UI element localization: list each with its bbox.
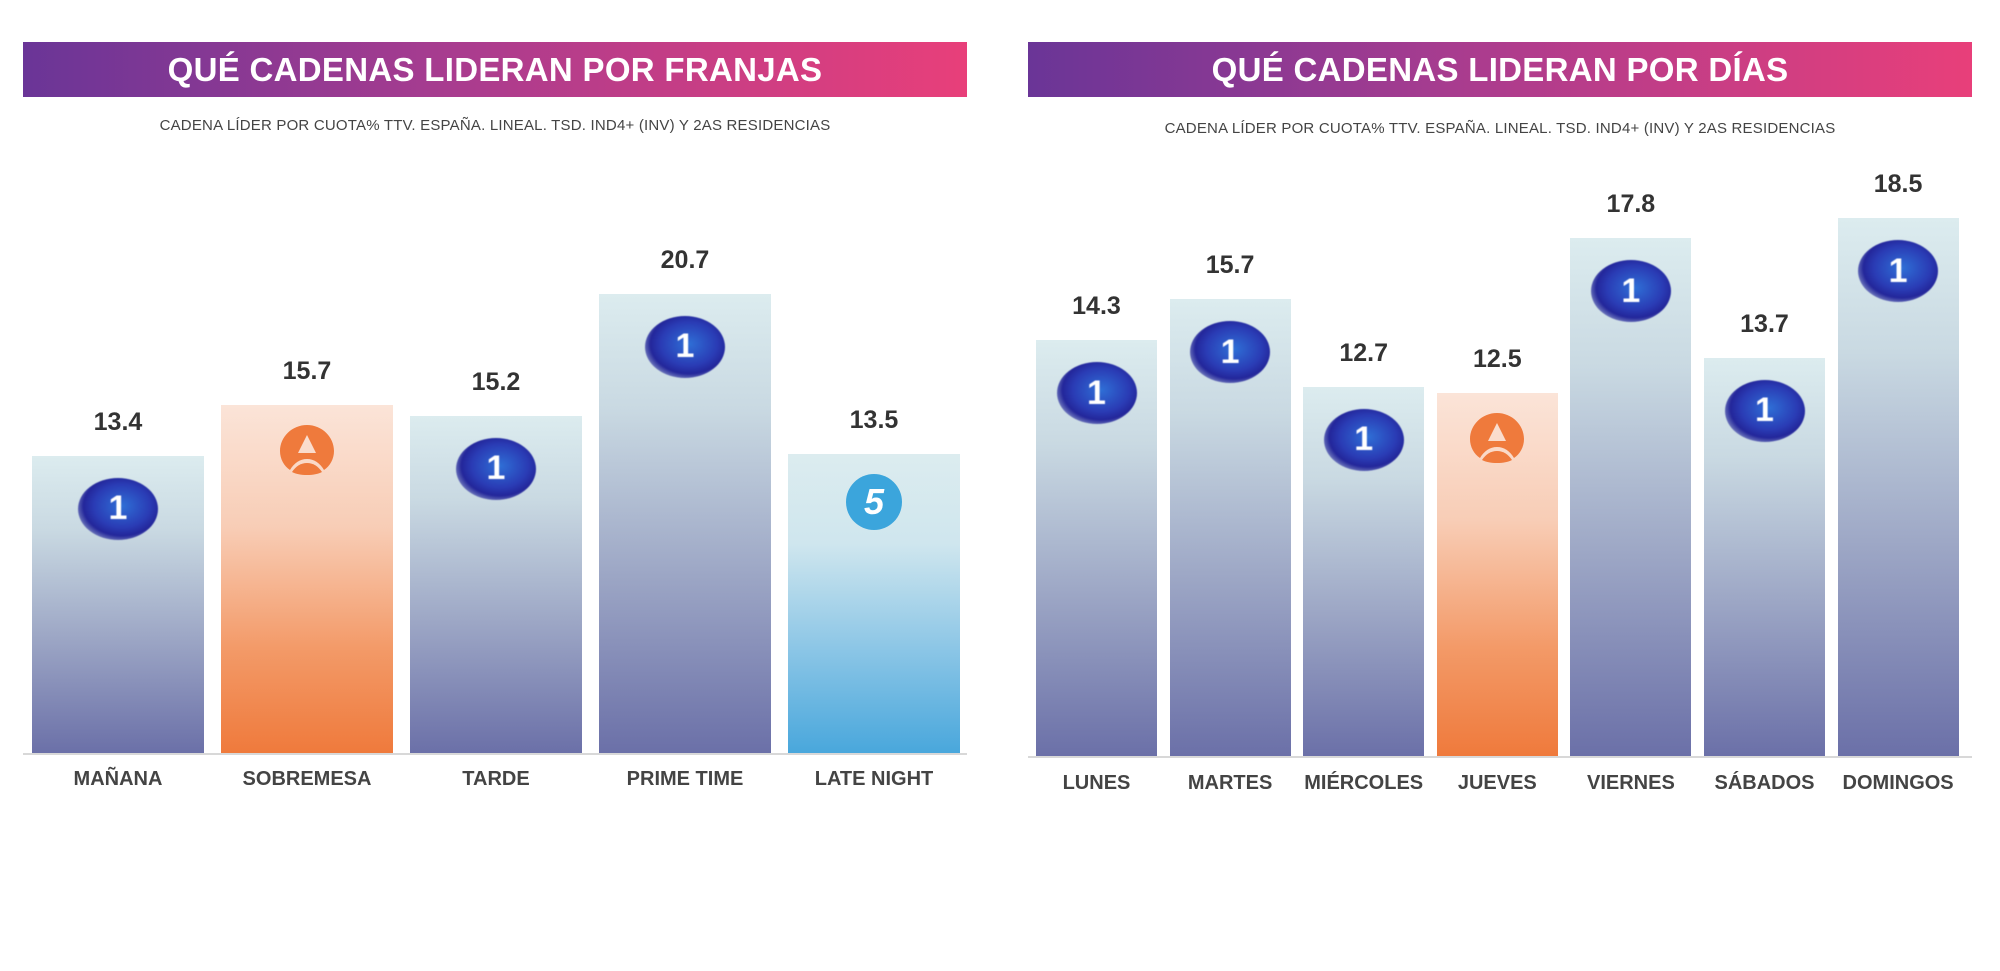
value-label: 20.7	[660, 245, 710, 274]
value-label: 18.5	[1873, 170, 1923, 199]
category-label: LATE NIGHT	[814, 768, 934, 790]
chart-baseline	[23, 753, 967, 755]
category-label: MIÉRCOLES	[1304, 772, 1424, 794]
panel-franjas: QUÉ CADENAS LIDERAN POR FRANJAS CADENA L…	[23, 42, 967, 790]
value-label: 12.5	[1472, 344, 1522, 373]
value-label: 13.4	[93, 407, 143, 436]
antena3-logo-icon	[1468, 411, 1526, 463]
bar-viernes	[1570, 238, 1692, 756]
value-label: 14.3	[1072, 292, 1121, 321]
category-label: MAÑANA	[73, 768, 163, 790]
la1-logo-icon: 1	[1190, 321, 1271, 384]
category-label: PRIME TIME	[626, 768, 744, 790]
value-label: 13.5	[849, 405, 899, 434]
category-label: VIERNES	[1586, 772, 1675, 794]
la1-logo-icon: 1	[456, 437, 536, 500]
la1-logo-icon: 1	[645, 315, 725, 378]
bar-chart-franjas: 13.4 MAÑANA 1 15.7 SOBREMESA 15.2 TARDE 1 20.7 PR…	[23, 245, 967, 790]
telecinco-logo-icon: 5	[846, 473, 902, 530]
value-label: 15.7	[282, 356, 332, 385]
chart-title-franjas: QUÉ CADENAS LIDERAN POR FRANJAS	[23, 42, 967, 97]
category-label: MARTES	[1187, 772, 1273, 794]
category-label: SOBREMESA	[242, 768, 372, 790]
category-label: DOMINGOS	[1842, 772, 1954, 794]
category-label: LUNES	[1062, 772, 1131, 794]
la1-logo-icon: 1	[1724, 379, 1805, 442]
la1-logo-icon: 1	[78, 477, 158, 540]
value-label: 13.7	[1740, 309, 1789, 338]
chart-title-dias: QUÉ CADENAS LIDERAN POR DÍAS	[1028, 42, 1972, 97]
value-label: 12.7	[1339, 338, 1389, 367]
la1-logo-icon: 1	[1323, 408, 1404, 471]
la1-logo-icon: 1	[1056, 362, 1137, 425]
category-label: TARDE	[462, 768, 530, 790]
category-label: SÁBADOS	[1714, 772, 1815, 794]
chart-subtitle-franjas: CADENA LÍDER POR CUOTA% TTV. ESPAÑA. LIN…	[159, 117, 831, 134]
value-label: 15.7	[1205, 251, 1255, 280]
chart-baseline	[1028, 756, 1972, 758]
chart-subtitle-dias: CADENA LÍDER POR CUOTA% TTV. ESPAÑA. LIN…	[1164, 120, 1836, 137]
antena3-logo-icon	[278, 423, 336, 475]
value-label: 17.8	[1606, 190, 1656, 219]
bar-domingos	[1837, 218, 1959, 756]
la1-logo-icon: 1	[1858, 240, 1939, 303]
la1-logo-icon: 1	[1590, 260, 1671, 323]
category-label: JUEVES	[1457, 772, 1537, 794]
value-label: 15.2	[471, 367, 521, 396]
